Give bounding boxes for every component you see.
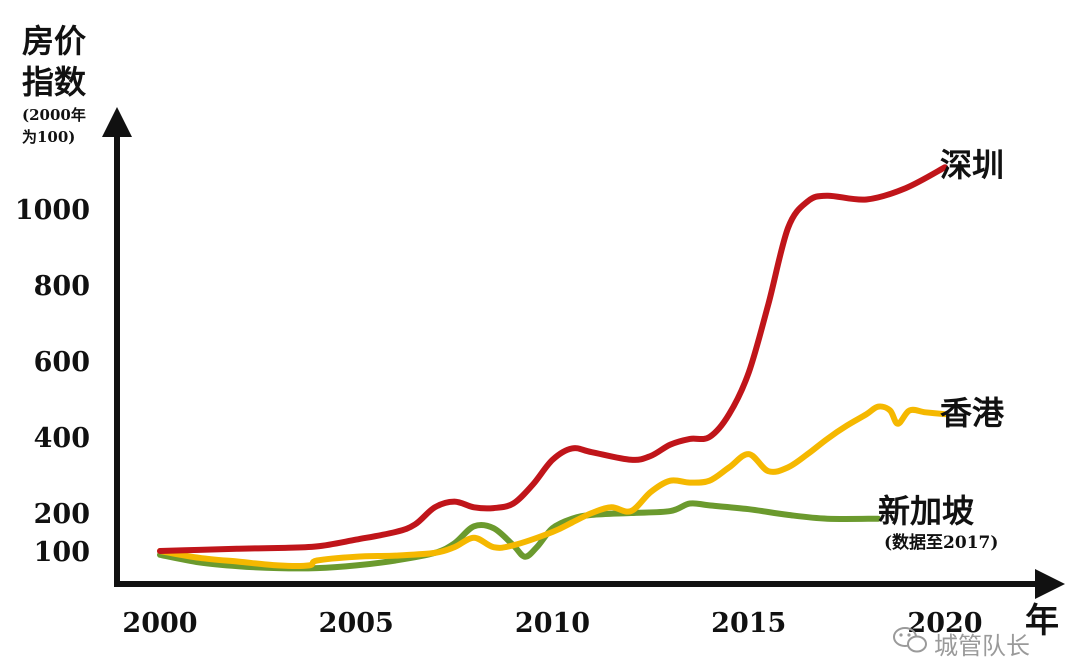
series-line-shenzhen [157, 164, 948, 554]
y-tick-label: 100 [34, 537, 90, 568]
series-label-hongkong: 香港 [940, 394, 1005, 432]
x-axis-unit-label: 年 [1025, 601, 1059, 641]
y-tick-label: 600 [34, 347, 90, 378]
y-tick-labels: 100 200 400 600 800 1000 [15, 195, 90, 568]
series-line-hongkong [157, 403, 948, 569]
series-lines [157, 164, 948, 572]
series-note-singapore: (数据至2017) [884, 532, 998, 553]
y-tick-label: 400 [34, 423, 90, 454]
watermark: 城管队长 [893, 627, 1030, 660]
y-axis-note-line-1: (2000年 [22, 106, 86, 124]
y-axis-label-line-1: 房价 [22, 22, 86, 60]
x-tick-label: 2010 [515, 608, 590, 639]
x-tick-label: 2005 [319, 608, 394, 639]
series-label-shenzhen: 深圳 [940, 146, 1004, 184]
y-axis-label-line-2: 指数 [22, 63, 87, 101]
x-tick-label: 2020 [907, 608, 982, 639]
y-tick-label: 1000 [15, 195, 90, 226]
x-tick-label: 2000 [122, 608, 197, 639]
x-tick-labels: 2000 2005 2010 2015 2020 [122, 608, 982, 639]
wechat-icon [893, 627, 927, 653]
x-tick-label: 2015 [711, 608, 786, 639]
y-tick-label: 200 [34, 499, 90, 530]
watermark-text: 城管队长 [934, 632, 1030, 660]
series-line-singapore [157, 500, 882, 572]
y-axis-note-line-2: 为100) [22, 128, 75, 146]
y-tick-label: 800 [34, 271, 90, 302]
series-label-singapore: 新加坡 [878, 492, 974, 530]
